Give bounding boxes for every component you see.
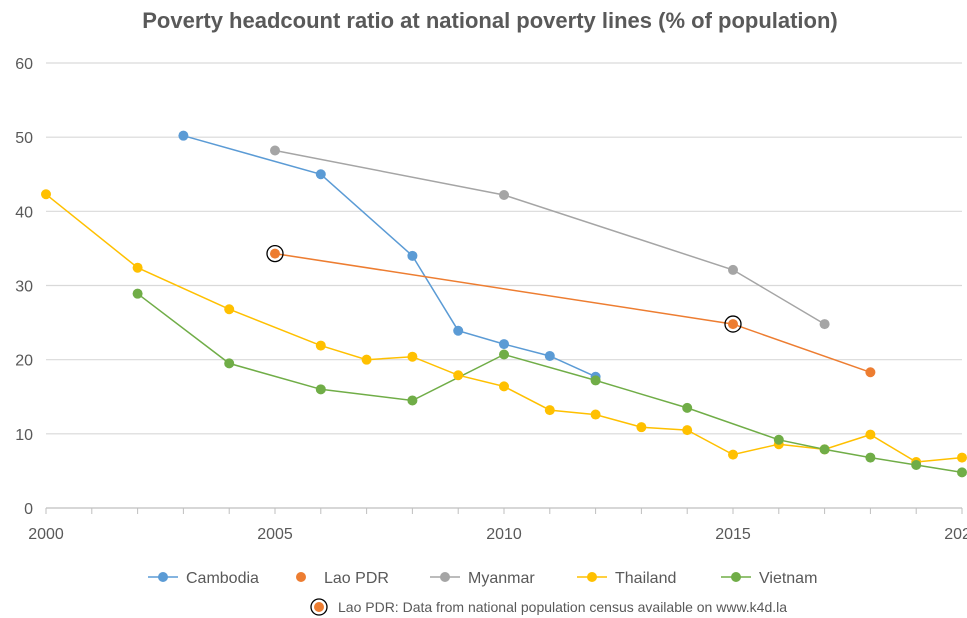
- line-lao-pdr: [274, 252, 871, 374]
- y-tick-0: 0: [24, 501, 33, 518]
- point-thailand-2004: [224, 304, 235, 315]
- point-thailand-2008: [407, 351, 418, 362]
- series-lines: [45, 134, 963, 474]
- point-thailand-2009: [453, 370, 464, 381]
- point-thailand-2012: [590, 409, 601, 420]
- y-tick-20: 20: [15, 353, 33, 370]
- point-cambodia-2008: [407, 250, 418, 261]
- y-tick-60: 60: [15, 56, 33, 73]
- point-lao-pdr-2005: [270, 248, 280, 259]
- point-thailand-2007: [361, 354, 372, 365]
- point-myanmar-2015: [728, 264, 738, 275]
- point-vietnam-2018: [865, 452, 876, 463]
- legend: Cambodia Lao PDR Myanmar Thailand Vietnam: [148, 570, 817, 587]
- point-vietnam-2017: [819, 444, 830, 455]
- line-myanmar: [274, 149, 825, 325]
- legend-marker-thailand: [587, 572, 597, 582]
- point-myanmar-2010: [499, 190, 509, 201]
- point-vietnam-2002: [132, 288, 143, 299]
- x-tick-2020: 2020: [944, 526, 967, 543]
- legend-marker-vietnam: [731, 572, 741, 582]
- legend-label-lao-pdr: Lao PDR: [324, 570, 389, 587]
- point-lao-pdr-2018: [865, 367, 876, 378]
- gridlines: [46, 62, 962, 435]
- note-text: Lao PDR: Data from national population c…: [338, 599, 787, 615]
- point-vietnam-2004: [224, 358, 235, 369]
- legend-label-cambodia: Cambodia: [186, 570, 259, 587]
- point-vietnam-2008: [407, 395, 418, 406]
- note-marker-dot: [314, 602, 324, 612]
- point-thailand-2010: [499, 381, 509, 392]
- y-axis-ticks: 0 10 20 30 40 50 60: [15, 56, 33, 518]
- point-thailand-2000: [41, 189, 51, 200]
- legend-label-thailand: Thailand: [615, 570, 676, 587]
- point-vietnam-2006: [315, 384, 326, 395]
- x-axis: 2000 2005 2010 2015 2020: [28, 507, 967, 543]
- point-myanmar-2017: [819, 319, 830, 330]
- line-cambodia: [183, 134, 596, 378]
- point-vietnam-2010: [499, 349, 509, 360]
- note-marker-ring: [310, 598, 328, 616]
- highlight-ring-lao-pdr-2005: [266, 244, 284, 263]
- legend-label-vietnam: Vietnam: [759, 570, 817, 587]
- point-vietnam-2019: [911, 459, 922, 470]
- legend-label-myanmar: Myanmar: [468, 570, 535, 587]
- point-thailand-2006: [315, 340, 326, 351]
- point-myanmar-2005: [270, 145, 280, 156]
- highlight-ring-lao-pdr-2015: [724, 315, 742, 333]
- point-cambodia-2011: [544, 350, 555, 361]
- point-thailand-2020: [957, 452, 967, 463]
- y-tick-30: 30: [15, 279, 33, 296]
- point-cambodia-2009: [453, 325, 464, 336]
- y-tick-10: 10: [15, 427, 33, 444]
- point-thailand-2002: [132, 262, 143, 273]
- legend-marker-cambodia: [158, 572, 168, 582]
- point-vietnam-2020: [957, 467, 967, 478]
- point-lao-pdr-2015: [728, 319, 738, 330]
- x-tick-2005: 2005: [257, 526, 293, 543]
- legend-marker-myanmar: [440, 572, 450, 582]
- legend-marker-lao-pdr: [296, 572, 306, 582]
- line-vietnam: [137, 293, 963, 474]
- point-cambodia-2006: [315, 169, 326, 180]
- series-points: [41, 130, 967, 478]
- y-tick-40: 40: [15, 204, 33, 221]
- line-thailand: [45, 193, 963, 463]
- x-tick-2015: 2015: [715, 526, 751, 543]
- point-thailand-2018: [865, 429, 876, 440]
- point-cambodia-2003: [178, 130, 189, 141]
- x-tick-2000: 2000: [28, 526, 64, 543]
- y-tick-50: 50: [15, 130, 33, 147]
- point-thailand-2013: [636, 422, 647, 433]
- point-thailand-2011: [544, 405, 555, 416]
- point-vietnam-2014: [682, 402, 693, 413]
- chart-title: Poverty headcount ratio at national pove…: [142, 8, 838, 33]
- point-vietnam-2016: [773, 434, 784, 445]
- point-thailand-2014: [682, 425, 693, 436]
- lao-note: Lao PDR: Data from national population c…: [310, 598, 787, 616]
- point-cambodia-2010: [499, 339, 509, 350]
- point-vietnam-2012: [590, 375, 601, 386]
- x-tick-2010: 2010: [486, 526, 522, 543]
- point-thailand-2015: [728, 449, 738, 460]
